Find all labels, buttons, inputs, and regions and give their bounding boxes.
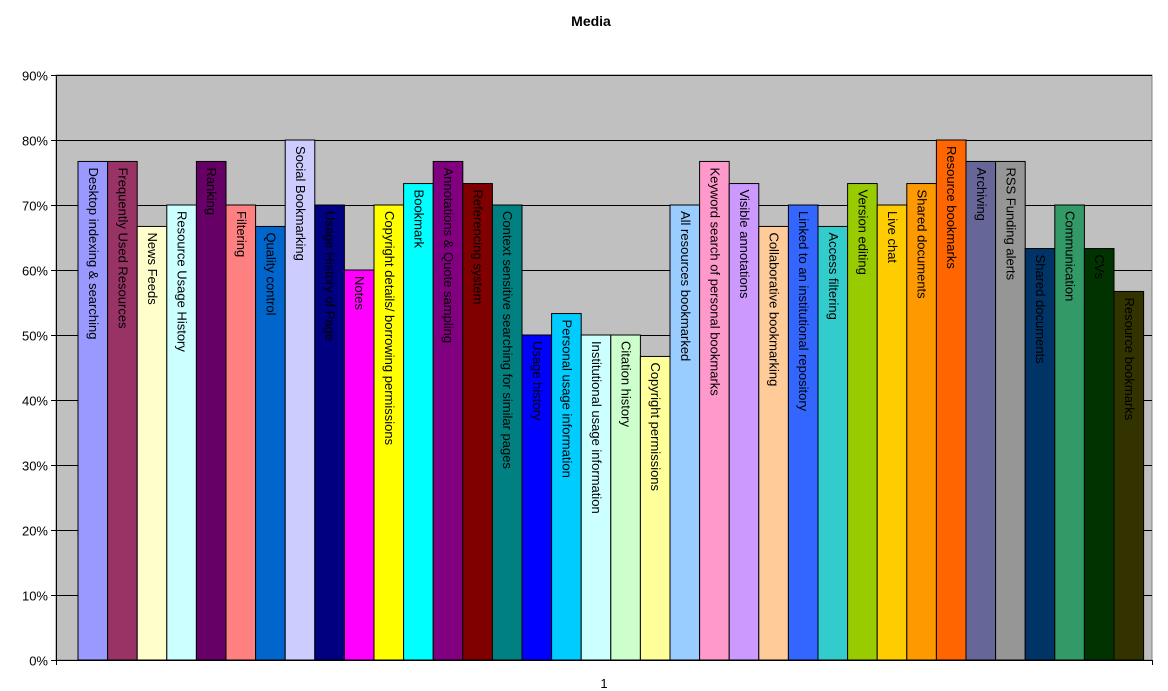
bar-label: Linked to an institutional repository: [796, 211, 811, 412]
bar-label: Resource bookmarks: [1122, 297, 1137, 420]
bar-label: Notes: [352, 276, 367, 310]
bar: [77, 160, 109, 661]
bar: [373, 204, 405, 661]
y-tick-label: 0%: [29, 654, 48, 669]
bar-label: Communication: [1063, 211, 1078, 301]
bar: [314, 204, 345, 661]
bar: [995, 160, 1026, 661]
bar-label: Copyright details/ borrowing permissions: [382, 211, 397, 446]
y-tick-label: 40%: [22, 394, 48, 409]
bar: [669, 204, 701, 661]
y-tick-label: 80%: [22, 134, 48, 149]
y-tick-label: 60%: [22, 264, 48, 279]
bar-label: Annotations & Quote sampling: [441, 167, 456, 343]
bar: [343, 269, 375, 661]
bar: [225, 204, 257, 661]
bars: [77, 139, 1145, 661]
bar-label: Copyright permissions: [648, 362, 663, 491]
bar-label: Desktop indexing & searching: [86, 167, 101, 339]
bar-label: Usage history: [530, 341, 545, 421]
bar-label: RSS Funding alerts: [1003, 167, 1018, 280]
bar-label: Social Bookmarking: [293, 146, 308, 261]
bar-label: Usage History of Page: [323, 211, 338, 341]
bar: [787, 204, 819, 661]
bar-label: Quality control: [263, 232, 278, 315]
bar-label: Personal usage information: [559, 320, 574, 478]
bar-label: Resource bookmarks: [944, 146, 959, 269]
bar-label: Resource Usage History: [175, 211, 190, 352]
y-tick-label: 30%: [22, 459, 48, 474]
bar-label: Access filtering: [826, 232, 841, 319]
bar-labels: Desktop indexing & searching Frequently U…: [86, 146, 1137, 514]
bar: [876, 204, 908, 661]
y-tick-label: 90%: [22, 69, 48, 84]
bar-label: Visible annotations: [737, 190, 752, 299]
bar-label: Citation history: [619, 341, 634, 427]
axes: 0% 10% 20% 30% 40% 50% 60% 70% 80% 90% 1: [22, 69, 1153, 691]
bar-label: Keyword search of personal bookmarks: [707, 167, 722, 396]
bar: [1054, 204, 1085, 661]
x-category-label: 1: [600, 676, 607, 691]
bar-label: News Feeds: [145, 232, 160, 305]
bar: [107, 160, 138, 661]
bar-label: Bookmark: [411, 190, 426, 249]
bar-label: All resources bookmarked: [678, 211, 693, 361]
bar: [817, 225, 849, 661]
bar-label: Version editing: [855, 190, 870, 275]
bar: [284, 139, 316, 661]
bar: [728, 183, 760, 661]
bar: [965, 160, 997, 661]
y-tick-label: 70%: [22, 199, 48, 214]
bar-label: Shared documents: [1033, 255, 1048, 365]
bar-label: Referencing system: [471, 190, 486, 305]
bar: [1083, 248, 1115, 661]
bar: [136, 225, 168, 661]
y-tick-label: 50%: [22, 329, 48, 344]
bar-label: Institutional usage information: [589, 341, 604, 514]
bar-label: Collaborative bookmarking: [767, 232, 782, 386]
y-tick-label: 10%: [22, 589, 48, 604]
bar: [551, 313, 582, 661]
bar-label: Archiving: [974, 167, 989, 220]
chart-title: Media: [571, 13, 611, 29]
bar-label: Ranking: [204, 167, 219, 215]
y-tick-label: 20%: [22, 524, 48, 539]
bar-label: CVs: [1092, 255, 1107, 280]
bar-label: Live chat: [885, 211, 900, 263]
bar: [403, 183, 434, 661]
bar: [1113, 290, 1145, 661]
bar-label: Shared documents: [915, 190, 930, 300]
bar: [610, 334, 641, 661]
bar: [195, 160, 227, 661]
bar: [521, 334, 553, 661]
bar-label: Context sensitive searching for similar …: [500, 211, 515, 469]
bar-label: Filtering: [234, 211, 249, 257]
bar-label: Frequently Used Resources: [115, 167, 130, 329]
bar: [491, 204, 523, 661]
